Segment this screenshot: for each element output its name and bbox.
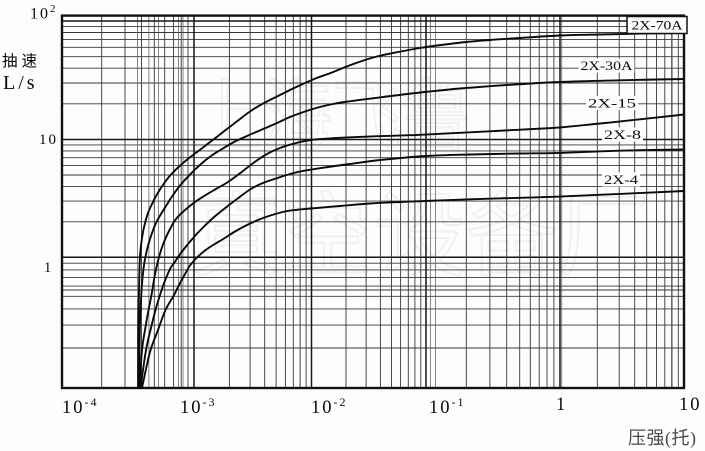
svg-text:2X-4: 2X-4: [604, 173, 639, 187]
svg-text:上海飞鲁: 上海飞鲁: [192, 73, 472, 160]
svg-text:2X-15: 2X-15: [588, 96, 636, 110]
svg-text:真空设备厂: 真空设备厂: [190, 186, 650, 288]
svg-text:2X-8: 2X-8: [604, 128, 641, 142]
svg-text:2X-30A: 2X-30A: [581, 59, 633, 73]
svg-text:2X-70A: 2X-70A: [632, 18, 683, 32]
